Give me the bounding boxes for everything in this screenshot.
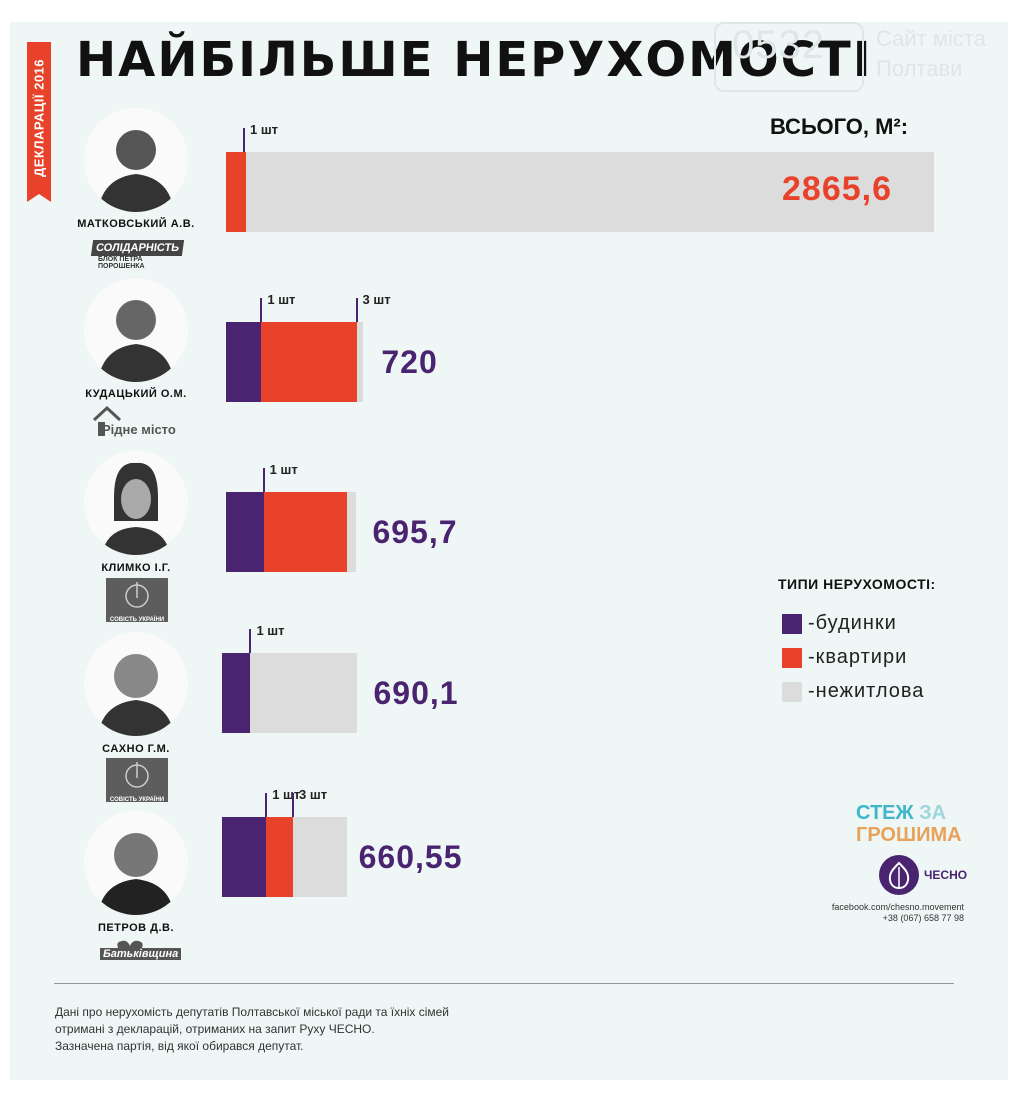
count-marker-label: 1 шт (269, 462, 298, 477)
bar-segment-houses (226, 322, 262, 402)
bar-total-value: 720 (381, 344, 438, 380)
legend-label-apartments: -квартири (808, 646, 908, 668)
bar-segment-nonresidential (250, 653, 358, 733)
party-subtitle: СОВІСТЬ УКРАЇНИ (109, 617, 165, 623)
watermark-number: 0532 (732, 23, 825, 67)
brand-line1: СТЕЖ ЗА (856, 802, 946, 825)
bar-segment-apartments (226, 152, 246, 232)
garlic-logo-icon (888, 861, 910, 890)
legend-title: ТИПИ НЕРУХОМОСТІ: (778, 576, 936, 592)
person-photo (84, 451, 188, 555)
person-silhouette-icon (98, 654, 174, 736)
party-logo: СОВІСТЬ УКРАЇНИ (106, 758, 168, 803)
party-name: Рідне місто (102, 422, 176, 437)
phone-number: +38 (067) 658 77 98 (882, 913, 964, 923)
bar-segment-apartments (261, 322, 357, 402)
legend-label-nonresidential: -нежитлова (808, 680, 925, 702)
watermark-line2: Полтави (876, 56, 963, 81)
person-name: КЛИМКО І.Г. (101, 562, 171, 574)
person-silhouette-icon (98, 300, 174, 382)
bar-total-value: 695,7 (372, 514, 458, 550)
count-marker-label: 3 шт (299, 787, 328, 802)
bar-segment-apartments (266, 817, 294, 897)
person-name: САХНО Г.М. (102, 743, 170, 755)
person-name: КУДАЦЬКИЙ О.М. (85, 388, 187, 400)
brand-line2: ГРОШИМА (856, 824, 962, 846)
person-name: МАТКОВСЬКИЙ А.В. (77, 218, 195, 230)
person-silhouette-icon (98, 833, 174, 915)
person-photo (84, 811, 188, 915)
bar-total-value: 660,55 (358, 839, 463, 875)
total-label: ВСЬОГО, М²: (770, 114, 909, 139)
divider (54, 983, 954, 984)
party-subtitle: БЛОК ПЕТРА ПОРОШЕНКА (98, 256, 145, 270)
chesno-name: ЧЕСНО (924, 868, 968, 882)
party-emblem-icon (125, 582, 149, 608)
bar-segment-nonresidential (356, 322, 364, 402)
legend-label-houses: -будинки (808, 612, 897, 634)
bar-segment-nonresidential (245, 152, 934, 232)
count-marker-label: 3 шт (362, 292, 391, 307)
watermark-line1: Сайт міста (876, 26, 986, 51)
person-silhouette-icon (98, 130, 174, 212)
count-marker-line (265, 793, 268, 817)
count-marker-line (243, 128, 245, 152)
count-marker-line (249, 629, 252, 653)
person-name: ПЕТРОВ Д.В. (97, 922, 175, 934)
house-icon (92, 405, 122, 436)
count-marker-label: 1 шт (272, 787, 301, 802)
bar-segment-apartments (263, 492, 348, 572)
legend-swatch-nonresidential (782, 682, 802, 702)
bar-segment-nonresidential (293, 817, 347, 897)
person-photo (84, 108, 188, 212)
footnote-line: отримані з декларацій, отриманих на запи… (55, 1022, 375, 1036)
person-photo (84, 632, 188, 736)
legend-swatch-apartments (782, 648, 802, 668)
bar-segment-houses (222, 653, 251, 733)
bar-total-value: 690,1 (373, 675, 459, 711)
bar-segment-nonresidential (347, 492, 357, 572)
side-tag: ДЕКЛАРАЦІЇ 2016 (27, 42, 51, 202)
page-title: НАЙБІЛЬШЕ НЕРУХОМОСТІ (76, 32, 873, 88)
side-tag-text: ДЕКЛАРАЦІЇ 2016 (31, 58, 47, 178)
count-marker-line (262, 468, 265, 492)
party-logo: СОЛІДАРНІСТЬ БЛОК ПЕТРА ПОРОШЕНКА (90, 238, 185, 270)
count-marker-label: 1 шт (267, 292, 296, 307)
brand-word1: СТЕЖ (856, 802, 914, 824)
bar-segment-houses (222, 817, 267, 897)
party-name: СОЛІДАРНІСТЬ (90, 240, 185, 256)
person-photo (84, 278, 188, 382)
party-name: Батьківщина (100, 948, 182, 960)
count-marker-label: 1 шт (250, 122, 279, 137)
garlic-icon (879, 855, 919, 895)
party-logo: Батьківщина (100, 938, 182, 970)
person-silhouette-icon (102, 462, 170, 555)
count-marker-line (260, 298, 263, 322)
party-emblem-icon (125, 762, 149, 788)
count-marker-line (355, 298, 358, 322)
legend-swatch-houses (782, 614, 802, 634)
footnote-line: Зазначена партія, від якої обирався депу… (55, 1039, 304, 1053)
party-logo: Рідне місто (92, 404, 188, 440)
count-marker-line (292, 793, 295, 817)
footnote-line: Дані про нерухомість депутатів Полтавськ… (55, 1005, 449, 1019)
facebook-link[interactable]: facebook.com/chesno.movement (831, 902, 964, 912)
party-subtitle: СОВІСТЬ УКРАЇНИ (109, 797, 165, 803)
bar-segment-houses (226, 492, 264, 572)
watermark-frame (714, 22, 864, 92)
party-logo: СОВІСТЬ УКРАЇНИ (106, 578, 168, 623)
brand-word2: ЗА (919, 802, 947, 824)
bar-total-value: 2865,6 (782, 170, 892, 208)
count-marker-label: 1 шт (256, 623, 285, 638)
